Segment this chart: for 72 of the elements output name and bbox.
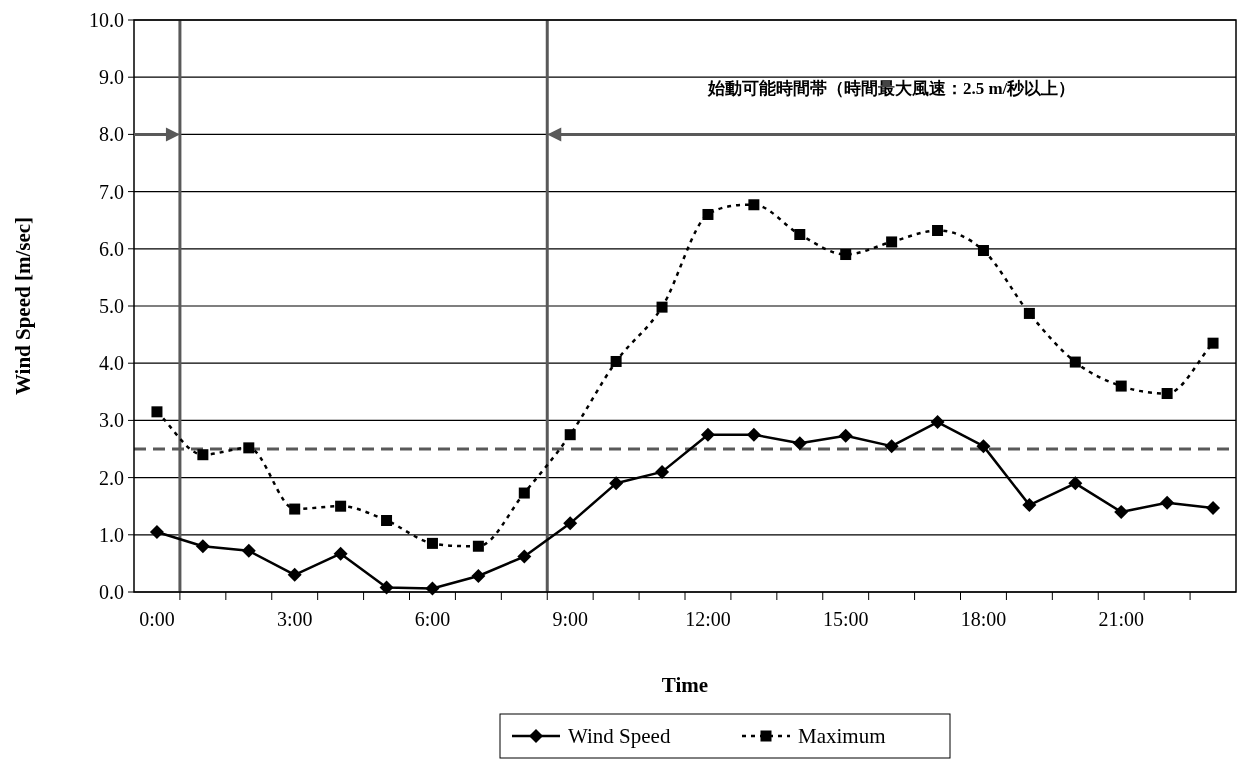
point — [702, 208, 714, 220]
point — [932, 225, 944, 236]
annotation: 始動可能時間帯（時間最大風速：2.5 m/秒以上） — [706, 79, 1076, 99]
point — [1068, 476, 1083, 491]
point — [886, 236, 898, 248]
point — [1023, 307, 1035, 319]
point — [1206, 500, 1221, 515]
point — [1207, 337, 1219, 349]
point — [977, 245, 989, 257]
point — [1160, 495, 1175, 510]
x-tick-label: 15:00 — [822, 608, 869, 630]
x-tick-label: 6:00 — [414, 608, 451, 630]
point — [425, 581, 440, 596]
point — [426, 537, 438, 549]
y-tick-label: 4.0 — [99, 352, 124, 375]
legend-label: Wind Speed — [568, 724, 671, 748]
point — [884, 439, 899, 454]
point — [563, 516, 578, 531]
point — [976, 439, 991, 454]
point — [472, 540, 484, 552]
point — [610, 355, 622, 367]
point — [471, 568, 486, 583]
point — [609, 476, 624, 491]
point — [333, 546, 348, 561]
y-tick-label: 6.0 — [99, 237, 124, 260]
point — [656, 301, 668, 313]
y-tick-label: 10.0 — [89, 9, 124, 31]
y-axis-title: Wind Speed [m/sec] — [11, 216, 35, 396]
x-axis-title: Time — [661, 673, 709, 697]
point — [197, 449, 209, 461]
y-tick-label: 3.0 — [99, 409, 124, 432]
x-tick-label: 12:00 — [685, 608, 731, 630]
legend-label: Maximum — [798, 724, 886, 748]
y-tick-label: 7.0 — [99, 180, 124, 203]
point — [655, 464, 670, 479]
point — [794, 229, 806, 240]
point — [518, 487, 530, 499]
point — [840, 249, 852, 261]
point — [1069, 356, 1081, 368]
point — [930, 415, 945, 430]
point — [379, 580, 394, 595]
point — [195, 539, 210, 554]
x-tick-label: 21:00 — [1098, 608, 1144, 630]
point — [289, 503, 301, 515]
y-tick-label: 9.0 — [99, 66, 124, 89]
point — [517, 549, 532, 564]
point — [335, 500, 347, 512]
point — [241, 543, 256, 558]
y-tick-label: 2.0 — [99, 466, 124, 489]
x-tick-label: 3:00 — [276, 608, 313, 630]
point — [746, 427, 761, 442]
point — [287, 567, 302, 582]
y-tick-label: 0.0 — [99, 581, 124, 603]
x-tick-label: 18:00 — [960, 608, 1007, 630]
point — [1115, 380, 1127, 392]
point — [149, 524, 164, 539]
point — [1161, 388, 1173, 400]
point — [381, 515, 393, 526]
point — [792, 436, 807, 451]
x-tick-label: 0:00 — [139, 608, 175, 630]
point — [1114, 504, 1129, 519]
point — [1022, 498, 1037, 513]
point — [700, 427, 715, 442]
y-tick-label: 1.0 — [99, 523, 124, 546]
x-tick-label: 9:00 — [552, 608, 588, 630]
point — [564, 429, 576, 441]
point — [151, 406, 163, 418]
point — [243, 442, 255, 454]
point — [838, 428, 853, 443]
point — [748, 199, 760, 211]
y-tick-label: 8.0 — [99, 123, 124, 146]
y-tick-label: 5.0 — [99, 295, 124, 317]
